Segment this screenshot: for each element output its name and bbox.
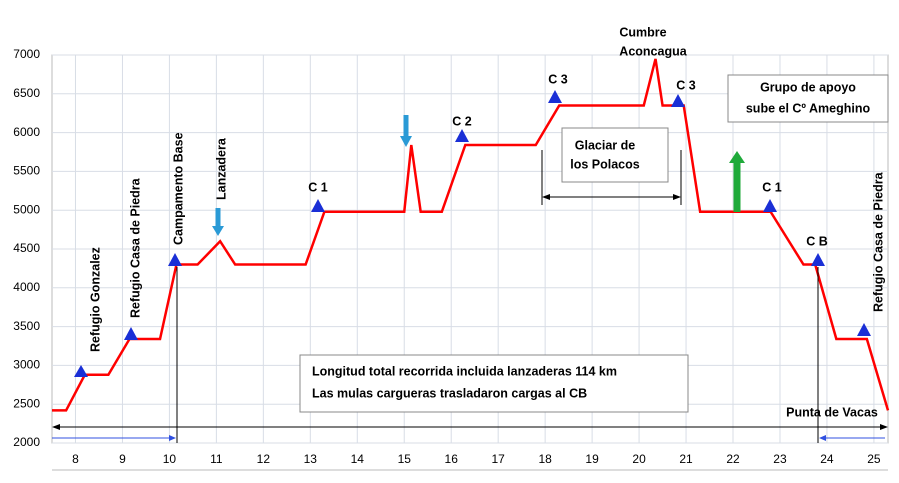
x-tick-label: 11: [210, 452, 223, 466]
annotation: Campamento Base: [171, 132, 185, 245]
info-box: [299, 354, 689, 413]
y-tick-label: 2500: [13, 396, 40, 410]
annotation: Refugio Casa de Piedra: [128, 177, 142, 318]
x-tick-label: 24: [820, 452, 834, 466]
annotation: los Polacos: [570, 157, 640, 171]
annotation: C 2: [452, 114, 472, 128]
y-tick-label: 7000: [13, 47, 40, 61]
annotation: Glaciar de: [575, 138, 635, 152]
annotation: Punta de Vacas: [786, 405, 878, 419]
y-tick-label: 5000: [13, 202, 40, 216]
x-tick-label: 12: [257, 452, 271, 466]
elevation-line: [52, 58, 890, 412]
y-tick-label: 2000: [13, 435, 40, 449]
x-tick-label: 8: [72, 452, 79, 466]
annotation: Refugio Casa de Piedra: [871, 171, 885, 312]
annotation: C 1: [762, 180, 782, 194]
annotation: Grupo de apoyo: [760, 80, 856, 94]
x-tick-label: 16: [445, 452, 459, 466]
annotation: Refugio Gonzalez: [88, 247, 102, 352]
annotation: C 3: [548, 72, 568, 86]
x-tick-label: 21: [679, 452, 693, 466]
glacier-box: [561, 127, 669, 183]
x-tick-label: 17: [492, 452, 506, 466]
annotation: C 3: [676, 78, 696, 92]
support-box: [727, 74, 889, 123]
x-tick-label: 22: [726, 452, 740, 466]
y-tick-label: 4500: [13, 241, 40, 255]
x-tick-label: 13: [304, 452, 318, 466]
y-tick-label: 4000: [13, 280, 40, 294]
annotation: Las mulas cargueras trasladaron cargas a…: [312, 386, 587, 400]
annotation: C B: [806, 234, 828, 248]
annotation: Aconcagua: [619, 44, 687, 58]
x-tick-label: 15: [398, 452, 412, 466]
y-tick-label: 3500: [13, 319, 40, 333]
x-tick-label: 25: [867, 452, 881, 466]
x-tick-label: 20: [632, 452, 646, 466]
annotation: Cumbre: [619, 25, 666, 39]
y-tick-label: 6000: [13, 125, 40, 139]
x-tick-label: 19: [585, 452, 599, 466]
arrows: [52, 115, 888, 443]
x-tick-label: 18: [538, 452, 552, 466]
annotation: sube el Cº Ameghino: [746, 101, 871, 115]
x-tick-label: 9: [119, 452, 126, 466]
x-tick-label: 14: [351, 452, 365, 466]
markers: [74, 90, 871, 377]
annotation: Lanzadera: [214, 137, 228, 200]
x-tick-label: 10: [163, 452, 177, 466]
y-tick-label: 5500: [13, 164, 40, 178]
y-tick-label: 6500: [13, 86, 40, 100]
x-tick-label: 23: [773, 452, 787, 466]
annotation: Longitud total recorrida incluida lanzad…: [312, 364, 617, 378]
y-tick-label: 3000: [13, 358, 40, 372]
annotation: C 1: [308, 180, 328, 194]
